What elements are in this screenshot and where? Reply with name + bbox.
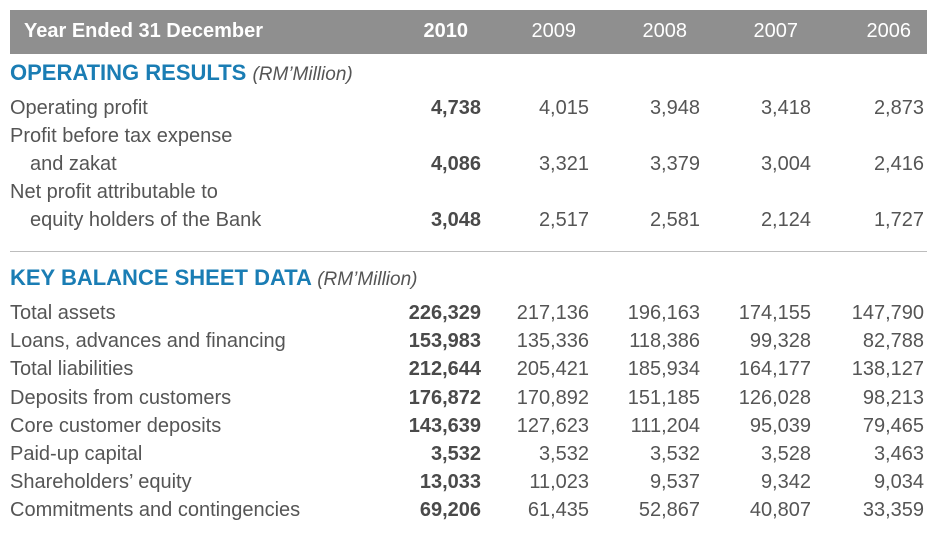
table-row: Loans, advances and financing 153,983 135,… <box>0 330 940 358</box>
row-value-2008: 151,185 <box>627 386 700 409</box>
table-row: Total liabilities 212,644 205,421 185,934 16… <box>0 358 940 386</box>
row-value-2008: 9,537 <box>649 471 700 494</box>
year-2006: 2006 <box>866 20 912 42</box>
row-label: Net profit attributable to <box>10 181 218 203</box>
operating-title-text: OPERATING RESULTS <box>10 60 247 85</box>
row-label: Commitments and contingencies <box>10 499 301 522</box>
row-value-2010: 3,532 <box>430 443 481 465</box>
operating-unit: (RM’Million) <box>252 64 353 85</box>
row-value-2006: 82,788 <box>862 330 924 353</box>
table-header: Year Ended 31 December 2010 2009 2008 20… <box>10 10 927 54</box>
row-value-2008: 3,532 <box>649 443 700 465</box>
row-value-2008: 118,386 <box>629 330 700 353</box>
row-value-2006: 2,873 <box>873 97 924 119</box>
row-value-2010: 176,872 <box>408 386 481 409</box>
row-value-2007: 99,328 <box>749 330 811 353</box>
row-value-2008: 2,581 <box>649 209 700 231</box>
row-value-2010: 69,206 <box>419 499 481 522</box>
row-value-2008: 111,204 <box>630 414 700 437</box>
table-row: Paid-up capital 3,532 3,532 3,532 3,528 3,463 <box>0 443 940 471</box>
row-value-2009: 127,623 <box>516 414 589 437</box>
row-value-2009: 217,136 <box>516 302 589 324</box>
balance-unit: (RM’Million) <box>317 269 418 290</box>
row-value-2009: 61,435 <box>527 499 589 522</box>
row-label: Total liabilities <box>10 358 134 381</box>
row-value-2006: 147,790 <box>851 302 924 324</box>
row-label: Loans, advances and financing <box>10 330 286 353</box>
row-value-2006: 1,727 <box>873 209 924 231</box>
row-value-2009: 4,015 <box>538 97 589 119</box>
row-value-2010: 4,086 <box>430 153 481 175</box>
row-label: and zakat <box>30 153 117 175</box>
row-label: equity holders of the Bank <box>30 209 262 231</box>
row-value-2006: 138,127 <box>851 358 924 381</box>
year-2009: 2009 <box>531 20 577 42</box>
balance-title-text: KEY BALANCE SHEET DATA <box>10 265 312 290</box>
row-value-2010: 212,644 <box>408 358 481 381</box>
table-row: Profit before tax expense <box>0 125 940 153</box>
row-value-2010: 4,738 <box>430 97 481 119</box>
header-label: Year Ended 31 December <box>24 20 264 42</box>
row-value-2007: 3,528 <box>760 443 811 465</box>
table-row: Net profit attributable to <box>0 181 940 209</box>
row-value-2006: 9,034 <box>873 471 924 494</box>
row-value-2006: 33,359 <box>862 499 924 522</box>
row-value-2006: 98,213 <box>862 386 924 409</box>
balance-sheet-title: KEY BALANCE SHEET DATA (RM’Million) <box>10 265 418 291</box>
row-value-2006: 3,463 <box>873 443 924 465</box>
row-value-2009: 205,421 <box>516 358 589 381</box>
row-value-2007: 126,028 <box>738 386 811 409</box>
row-label: Profit before tax expense <box>10 125 233 147</box>
operating-results-title: OPERATING RESULTS (RM’Million) <box>10 60 353 86</box>
row-value-2009: 3,532 <box>538 443 589 465</box>
table-row: and zakat 4,086 3,321 3,379 3,004 2,416 <box>0 153 940 181</box>
table-row: Shareholders’ equity 13,033 11,023 9,537 9,3… <box>0 471 940 499</box>
year-2007: 2007 <box>753 20 799 42</box>
row-label: Operating profit <box>10 97 148 119</box>
year-2008: 2008 <box>642 20 688 42</box>
row-value-2008: 3,948 <box>649 97 700 119</box>
year-2010: 2010 <box>423 20 469 42</box>
row-value-2006: 2,416 <box>873 153 924 175</box>
row-value-2007: 40,807 <box>749 499 811 522</box>
row-value-2007: 9,342 <box>760 471 811 494</box>
row-value-2006: 79,465 <box>862 414 924 437</box>
row-value-2007: 174,155 <box>738 302 811 324</box>
row-value-2010: 13,033 <box>419 471 481 494</box>
row-value-2007: 3,004 <box>760 153 811 175</box>
table-row: Operating profit 4,738 4,015 3,948 3,418 2,87… <box>0 97 940 125</box>
row-value-2010: 226,329 <box>408 302 481 324</box>
row-value-2007: 95,039 <box>749 414 811 437</box>
row-label: Shareholders’ equity <box>10 471 192 494</box>
row-label: Paid-up capital <box>10 443 143 465</box>
table-row: Deposits from customers 176,872 170,892 151… <box>0 387 940 415</box>
row-value-2009: 11,023 <box>529 471 589 494</box>
row-value-2009: 170,892 <box>516 386 589 409</box>
row-label: Total assets <box>10 302 116 324</box>
row-value-2007: 2,124 <box>760 209 811 231</box>
row-value-2009: 2,517 <box>538 209 589 231</box>
row-value-2010: 143,639 <box>408 414 481 437</box>
section-divider <box>10 251 927 252</box>
row-value-2008: 52,867 <box>638 499 700 522</box>
row-value-2007: 3,418 <box>760 97 811 119</box>
row-value-2008: 185,934 <box>627 358 700 381</box>
row-label: Deposits from customers <box>10 386 232 409</box>
table-row: equity holders of the Bank 3,048 2,517 2,58… <box>0 209 940 237</box>
row-value-2009: 3,321 <box>538 153 589 175</box>
row-value-2008: 196,163 <box>627 302 700 324</box>
row-value-2010: 153,983 <box>408 330 481 353</box>
row-label: Core customer deposits <box>10 414 222 437</box>
table-row: Commitments and contingencies 69,206 61,43… <box>0 499 940 527</box>
row-value-2008: 3,379 <box>649 153 700 175</box>
table-row: Core customer deposits 143,639 127,623 111,… <box>0 415 940 443</box>
row-value-2009: 135,336 <box>516 330 589 353</box>
row-value-2007: 164,177 <box>738 358 811 381</box>
row-value-2010: 3,048 <box>430 209 481 231</box>
table-row: Total assets 226,329 217,136 196,163 174,155… <box>0 302 940 330</box>
